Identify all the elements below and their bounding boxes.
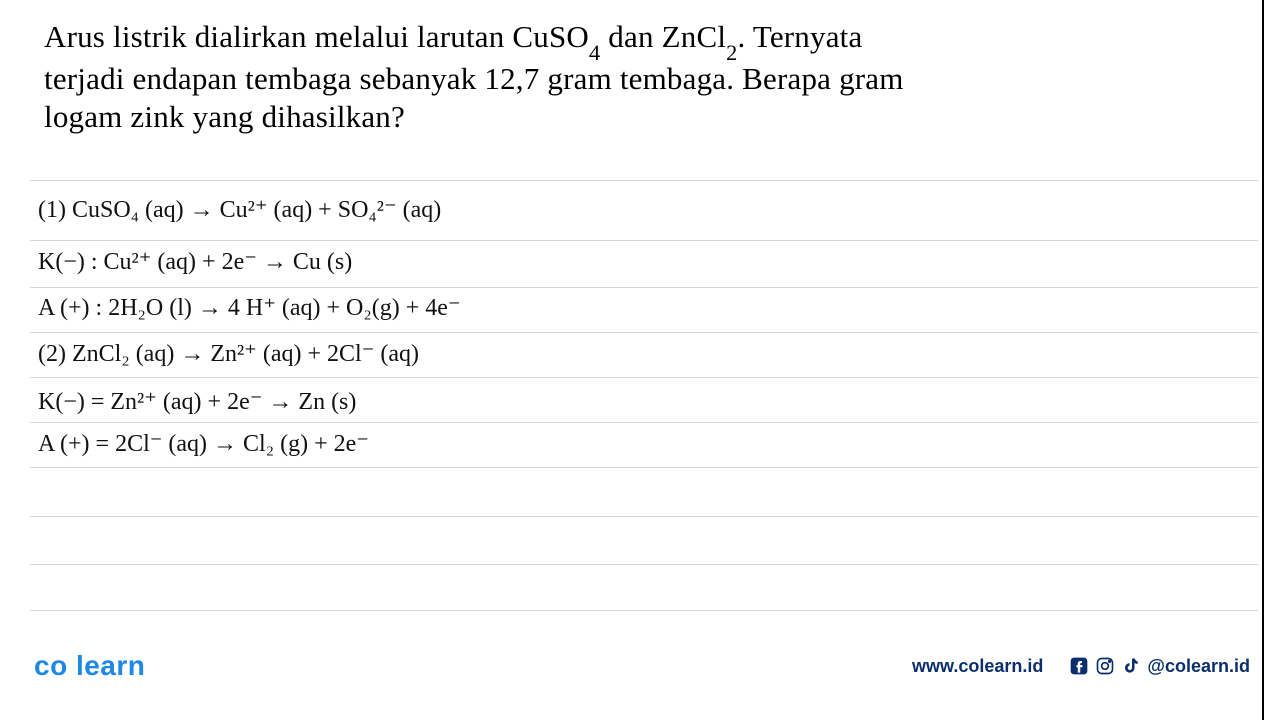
rule-line <box>30 332 1258 333</box>
rule-line <box>30 240 1258 241</box>
instagram-icon <box>1095 656 1115 676</box>
tiktok-icon <box>1121 656 1141 676</box>
handwriting-line-6: A (+) = 2Cl⁻ (aq) → Cl₂ (g) + 2e⁻ <box>38 432 1220 456</box>
handwriting-line-1: (1) CuSO₄ (aq) → Cu²⁺ (aq) + SO₄²⁻ (aq) <box>38 198 1220 222</box>
rule-line <box>30 516 1258 517</box>
footer: co learn www.colearn.id @colearn.id <box>34 650 1250 682</box>
rule-line <box>30 287 1258 288</box>
facebook-icon <box>1069 656 1089 676</box>
rule-line <box>30 377 1258 378</box>
handwriting-line-5: K(−) = Zn²⁺ (aq) + 2e⁻ → Zn (s) <box>38 390 1220 414</box>
handwriting-line-2: K(−) : Cu²⁺ (aq) + 2e⁻ → Cu (s) <box>38 250 1220 274</box>
rule-line <box>30 564 1258 565</box>
rule-line <box>30 180 1258 181</box>
footer-handle: @colearn.id <box>1147 656 1250 677</box>
footer-social: @colearn.id <box>1069 656 1250 677</box>
handwriting-line-4: (2) ZnCl₂ (aq) → Zn²⁺ (aq) + 2Cl⁻ (aq) <box>38 342 1220 366</box>
rule-line <box>30 467 1258 468</box>
brand-logo: co learn <box>34 650 145 682</box>
handwriting-line-3: A (+) : 2H₂O (l) → 4 H⁺ (aq) + O₂(g) + 4… <box>38 296 1220 320</box>
footer-url: www.colearn.id <box>912 656 1043 677</box>
question-text: Arus listrik dialirkan melalui larutan C… <box>44 18 910 136</box>
rule-line <box>30 422 1258 423</box>
rule-line <box>30 610 1258 611</box>
